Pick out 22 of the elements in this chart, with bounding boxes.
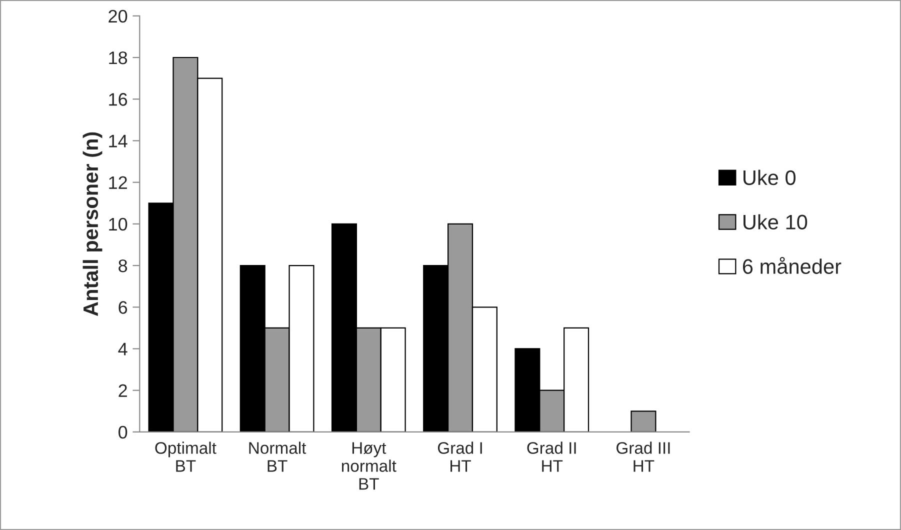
y-tick-label: 2 bbox=[118, 384, 127, 397]
y-tick-label: 14 bbox=[109, 134, 128, 148]
y-tick-label: 12 bbox=[109, 176, 127, 189]
legend-label: 6 måneder bbox=[742, 256, 842, 274]
x-tick-label: Grad I HT bbox=[438, 442, 482, 472]
y-tick-label: 8 bbox=[118, 259, 128, 272]
bar bbox=[630, 410, 656, 432]
y-tick-label: 18 bbox=[109, 51, 128, 64]
x-tick-label: Grad II HT bbox=[527, 442, 576, 472]
x-tick-label: Grad III HT bbox=[616, 442, 670, 472]
y-tick-label: 10 bbox=[109, 218, 128, 231]
y-tick-label: 16 bbox=[109, 93, 128, 106]
x-tick-label: Høyt normalt BT bbox=[342, 442, 396, 490]
x-tick-label: Optimalt BT bbox=[155, 442, 216, 472]
y-tick-label: 20 bbox=[108, 10, 128, 23]
x-tick-label: Normalt BT bbox=[249, 442, 306, 472]
legend-label: Uke 10 bbox=[744, 214, 808, 230]
y-tick-label: 0 bbox=[118, 426, 128, 439]
y-axis-title: Antall personer (n) bbox=[82, 132, 102, 316]
legend-label: Uke 0 bbox=[744, 170, 796, 186]
y-tick-label: 4 bbox=[118, 342, 128, 356]
y-tick-label: 6 bbox=[118, 301, 128, 314]
